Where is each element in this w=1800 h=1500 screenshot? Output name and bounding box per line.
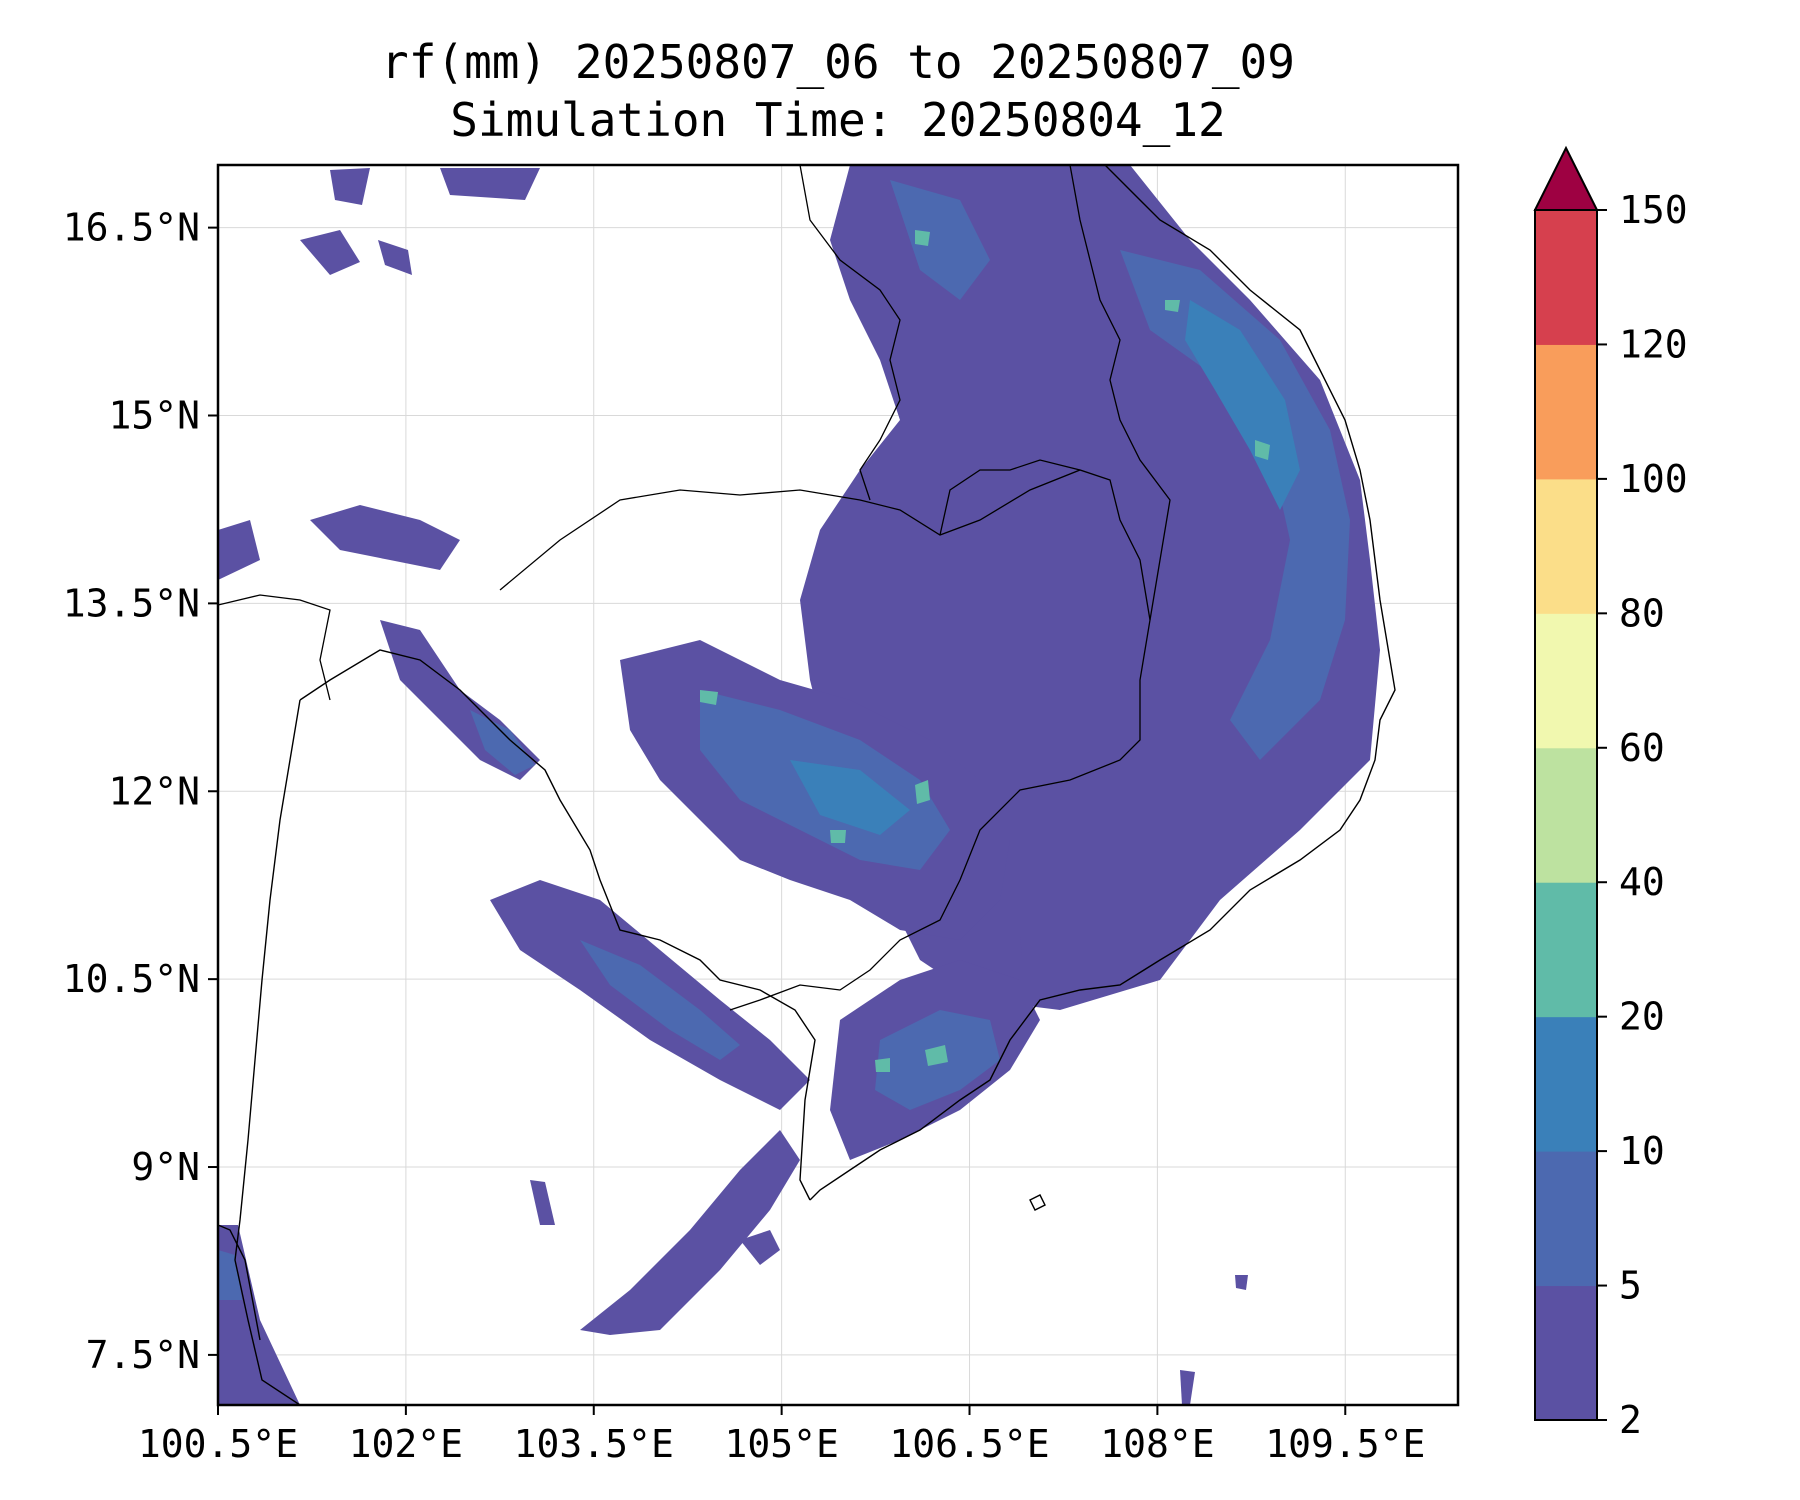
colorbar-frame <box>1534 209 1598 1421</box>
coastline-gulf-thailand <box>299 649 816 1201</box>
rain-patch <box>915 230 930 246</box>
rain-patch <box>875 1058 890 1072</box>
coastline-malay-peninsula <box>234 699 301 1405</box>
coastline-west <box>218 1224 261 1341</box>
rain-patch <box>218 520 260 580</box>
rain-patch <box>580 940 740 1060</box>
colorbar-tick-label: 60 <box>1619 726 1665 770</box>
rain-patch <box>440 168 540 200</box>
island-phu-quoc <box>1029 1194 1046 1211</box>
y-tick-label: 15°N <box>108 394 200 438</box>
colorbar-tick-label: 80 <box>1619 591 1665 635</box>
rain-patch <box>830 830 846 843</box>
x-tick-label: 103.5°E <box>514 1422 674 1466</box>
rain-patch <box>890 180 990 300</box>
x-axis: 100.5°E 102°E 103.5°E 105°E 106.5°E 108°E 109.… <box>138 1405 1425 1466</box>
rain-patch <box>790 760 910 835</box>
border-laos <box>799 165 1171 621</box>
rain-patch <box>925 1045 948 1066</box>
y-tick-label: 7.5°N <box>86 1333 200 1377</box>
colorbar-bin <box>1535 210 1597 345</box>
colorbar-tick-label: 2 <box>1619 1398 1642 1442</box>
rain-patch <box>740 1230 780 1265</box>
rain-patch <box>1235 1275 1248 1290</box>
x-tick-label: 102°E <box>349 1422 463 1466</box>
x-tick-label: 108°E <box>1100 1422 1214 1466</box>
colorbar-bin <box>1535 613 1597 749</box>
rain-patch <box>1120 250 1350 760</box>
rain-patch <box>300 230 360 275</box>
coastlines-and-borders <box>218 165 1396 1405</box>
colorbar-tick-label: 150 <box>1619 188 1688 232</box>
plot-frame <box>216 163 1460 1407</box>
colorbar-tick-label: 5 <box>1619 1264 1642 1308</box>
rainfall-field <box>218 165 1380 1405</box>
coastline-vietnam <box>809 165 1396 1201</box>
map-plot-area: 100.5°E 102°E 103.5°E 105°E 106.5°E 108°E 109.… <box>63 163 1460 1466</box>
colorbar-bin <box>1535 1016 1597 1152</box>
rain-patch <box>218 1225 300 1405</box>
colorbar-tick-label: 100 <box>1619 457 1688 501</box>
rain-patch <box>1020 935 1045 955</box>
colorbar-bin <box>1535 747 1597 883</box>
y-tick-label: 13.5°N <box>63 581 200 625</box>
rain-patch <box>530 1180 555 1225</box>
rain-patch <box>310 505 460 570</box>
y-axis: 16.5°N 15°N 13.5°N 12°N 10.5°N 9°N 7.5°N <box>63 206 218 1377</box>
colorbar-tick-label: 10 <box>1619 1129 1665 1173</box>
colorbar-bin <box>1535 478 1597 614</box>
rain-patch <box>330 168 370 205</box>
colorbar-tick-label: 20 <box>1619 995 1665 1039</box>
rain-patch <box>378 240 412 275</box>
rain-patch <box>1165 300 1180 312</box>
y-tick-label: 12°N <box>108 769 200 813</box>
colorbar-tick-label: 40 <box>1619 860 1665 904</box>
border-cambodia <box>499 469 1151 1011</box>
rain-patch <box>1185 300 1300 510</box>
rain-patch <box>700 690 718 705</box>
figure-subtitle: Simulation Time: 20250804_12 <box>450 93 1225 147</box>
colorbar-bin <box>1535 344 1597 480</box>
border-thailand-west <box>218 594 331 701</box>
colorbar-extend-arrow <box>1533 145 1599 211</box>
colorbar: 2 5 10 20 40 60 80 100 120 150 <box>1533 145 1688 1442</box>
y-tick-label: 16.5°N <box>63 206 200 250</box>
y-tick-label: 9°N <box>131 1145 200 1189</box>
x-tick-label: 106.5°E <box>889 1422 1049 1466</box>
colorbar-bin <box>1535 882 1597 1018</box>
figure-title: rf(mm) 20250807_06 to 20250807_09 <box>381 35 1295 89</box>
colorbar-bin <box>1535 1285 1597 1421</box>
rain-patch <box>1180 1370 1195 1405</box>
rain-patch <box>915 780 930 804</box>
colorbar-tick-label: 120 <box>1619 322 1688 366</box>
rain-patch <box>580 1130 800 1335</box>
x-tick-label: 109.5°E <box>1265 1422 1425 1466</box>
rain-patch <box>1255 440 1270 460</box>
colorbar-bin <box>1535 1151 1597 1287</box>
x-tick-label: 105°E <box>724 1422 838 1466</box>
rain-patch <box>470 710 535 775</box>
y-tick-label: 10.5°N <box>63 957 200 1001</box>
x-tick-label: 100.5°E <box>138 1422 298 1466</box>
